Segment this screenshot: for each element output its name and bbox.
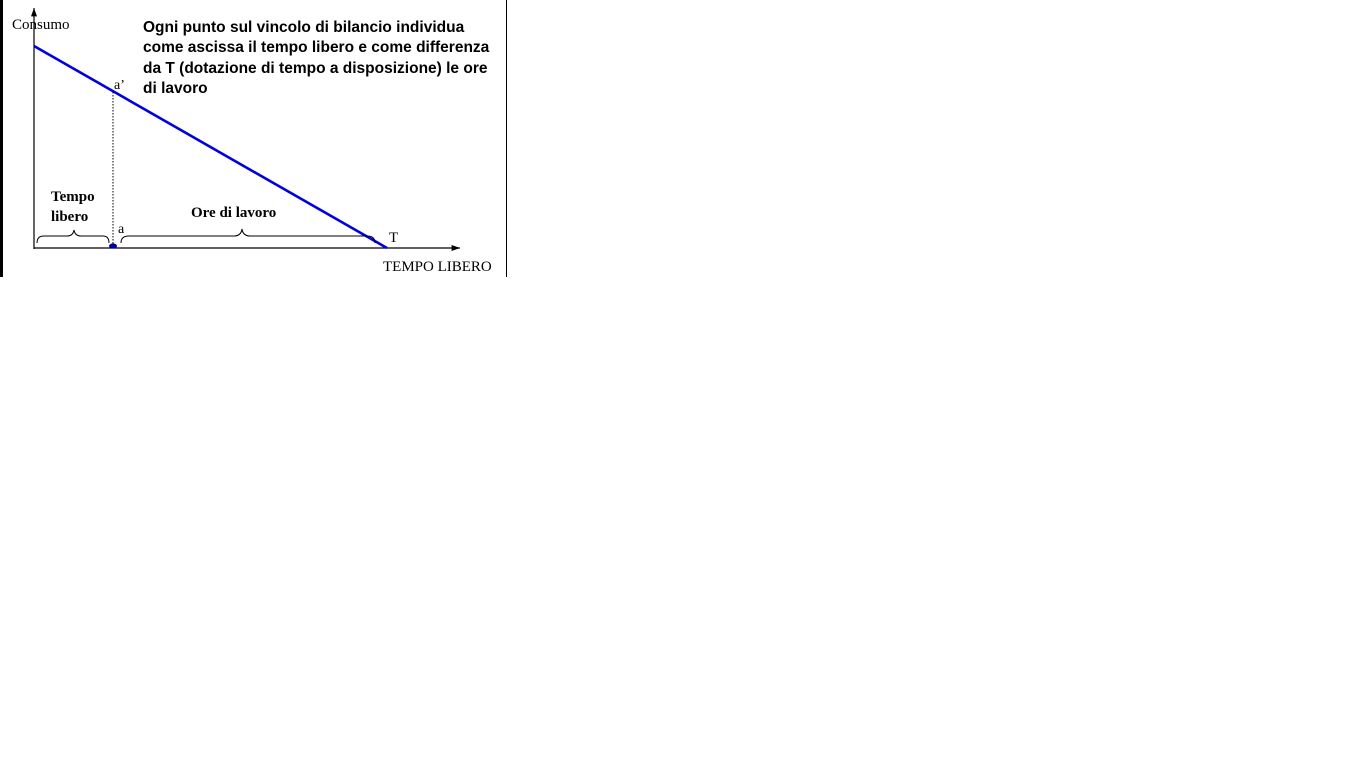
point-a-prime-label: a’ xyxy=(114,78,125,93)
budget-line xyxy=(33,44,388,250)
brace-ore-di-lavoro xyxy=(120,228,376,244)
budget-constraint-diagram: Consumo TEMPO LIBERO a’ a T Tempo libero… xyxy=(12,7,492,275)
endpoint-t-label: T xyxy=(389,230,398,246)
brace-tempo-libero xyxy=(36,229,110,244)
tempo-libero-label-line2: libero xyxy=(51,209,88,225)
point-a-marker xyxy=(109,243,117,249)
y-axis-label: Consumo xyxy=(12,17,70,33)
x-axis-label: TEMPO LIBERO xyxy=(383,259,492,275)
diagram-frame: Consumo TEMPO LIBERO a’ a T Tempo libero… xyxy=(0,0,507,277)
tempo-libero-label-line1: Tempo xyxy=(51,189,95,205)
point-a-label: a xyxy=(118,222,125,237)
ore-di-lavoro-label: Ore di lavoro xyxy=(191,205,276,221)
diagram-caption: Ogni punto sul vincolo di bilancio indiv… xyxy=(143,19,490,97)
